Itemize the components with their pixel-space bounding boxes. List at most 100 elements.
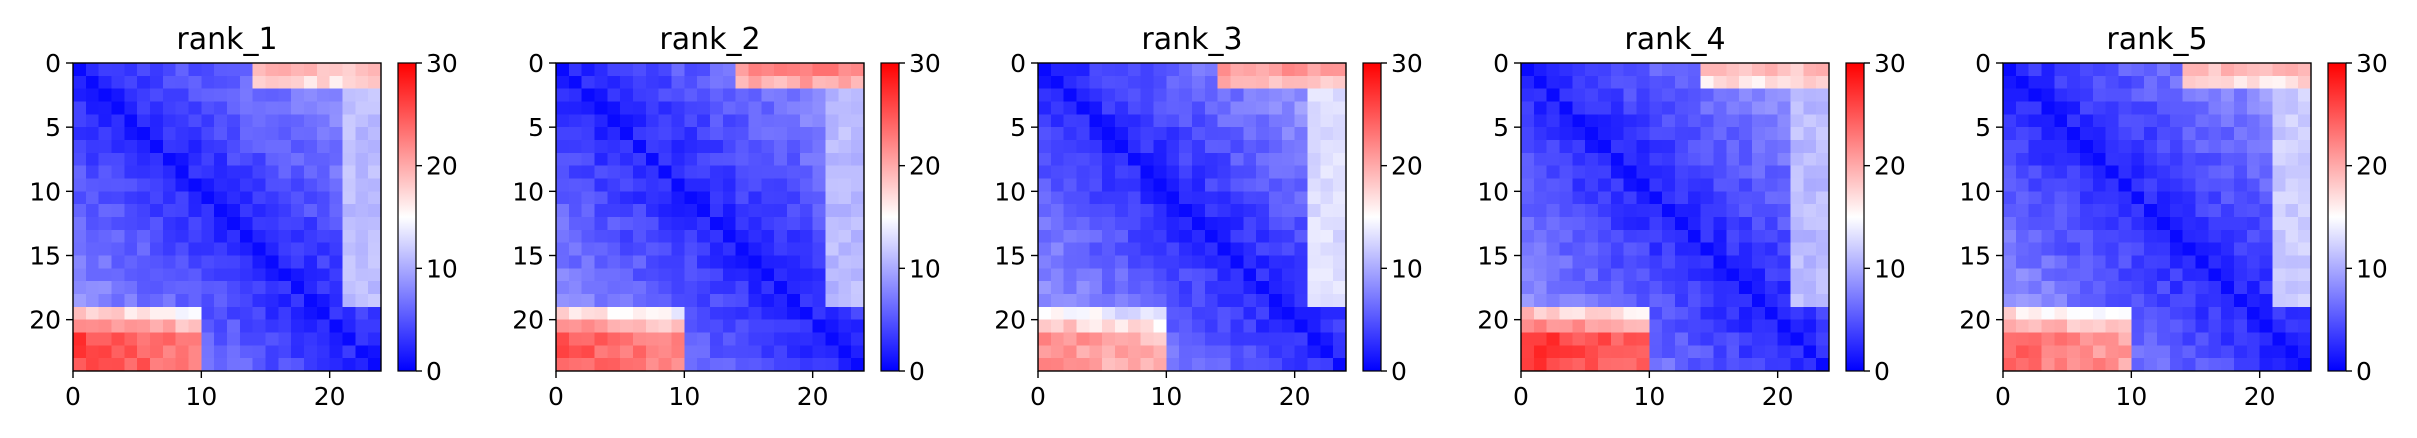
heatmap-cell [1533,319,1548,333]
heatmap-cell [316,217,331,231]
y-tick-label: 5 [528,113,544,142]
heatmap-cell [304,217,318,231]
heatmap-cell [799,63,814,77]
heatmap-cell [2054,140,2068,154]
heatmap-cell [265,191,279,205]
heatmap-cell [1320,165,1334,179]
heatmap-cell [2272,217,2286,231]
heatmap-cell [1230,127,1244,141]
heatmap-cell [1153,191,1167,205]
heatmap-cell [1127,75,1142,90]
heatmap-cell [111,140,125,154]
heatmap-cell [568,101,583,115]
heatmap-cell [355,281,369,295]
heatmap-cell [1752,101,1766,115]
heatmap-cell [252,217,266,231]
heatmap-cell [1687,345,1702,359]
heatmap-cell [581,268,595,282]
heatmap-cell [239,114,254,128]
heatmap-cell [787,294,801,308]
heatmap-cell [1256,268,1270,282]
heatmap-cell [1610,332,1625,346]
heatmap-cell [620,88,634,102]
heatmap-cell [150,204,164,218]
heatmap-cell [1662,255,1676,269]
heatmap-cell [684,319,698,333]
heatmap-cell [1636,281,1650,295]
heatmap-cell [1089,229,1103,244]
y-tick-label: 0 [1975,49,1991,78]
heatmap-cell [1050,88,1065,102]
heatmap-cell [2080,358,2094,372]
heatmap-cell [620,114,634,128]
heatmap-cell [137,229,151,244]
heatmap-cell [252,294,266,308]
heatmap-cell [1294,255,1308,269]
heatmap-cell [278,217,292,231]
heatmap-cell [137,114,151,128]
heatmap-cell [710,140,724,154]
heatmap-cell [774,165,788,179]
heatmap-cell [252,358,266,372]
heatmap-cell [227,101,241,115]
heatmap-cell [1521,306,1535,321]
heatmap-cell [175,152,189,167]
heatmap-cell [201,294,215,308]
heatmap-cell [85,88,100,102]
heatmap-cell [201,88,215,102]
heatmap-cell [1521,88,1535,102]
heatmap-cell [645,165,660,179]
heatmap-cell [73,140,87,154]
heatmap-cell [1192,306,1206,321]
heatmap-cell [124,88,138,102]
heatmap-cell [1521,268,1535,282]
heatmap-cell [1140,306,1154,321]
heatmap-cell [671,345,685,359]
heatmap-cell [761,75,775,90]
colorbar-tick-label: 20 [2356,152,2388,181]
heatmap-cell [1127,217,1142,231]
heatmap-cell [1307,242,1321,256]
heatmap-cell [73,281,87,295]
heatmap-cell [2092,191,2107,205]
heatmap-cell [1230,114,1244,128]
heatmap-cell [1269,114,1283,128]
heatmap-cell [1533,281,1548,295]
heatmap-cell [2105,191,2119,205]
heatmap-cell [2195,165,2209,179]
heatmap-cell [239,268,254,282]
heatmap-cell [162,140,177,154]
heatmap-cell [1816,140,1830,154]
heatmap-cell [2272,306,2286,321]
heatmap-cell [722,217,737,231]
heatmap-cell [1269,191,1283,205]
heatmap-cell [368,152,382,167]
heatmap-cell [1816,306,1830,321]
heatmap-cell [1713,140,1727,154]
heatmap-cell [1662,345,1676,359]
heatmap-cell [1675,255,1689,269]
heatmap-cell [1294,306,1308,321]
heatmap-cell [1076,358,1090,372]
heatmap-cell [2144,140,2158,154]
heatmap-cell [799,319,814,333]
heatmap-cell [633,191,647,205]
heatmap-cell [201,217,215,231]
heatmap-cell [748,178,762,192]
heatmap-cell [722,332,737,346]
heatmap-cell [2246,63,2261,77]
heatmap-cell [2015,114,2030,128]
heatmap-cell [1256,63,1270,77]
heatmap-cell [1649,127,1663,141]
heatmap-cell [1333,140,1347,154]
heatmap-cell [1559,88,1573,102]
heatmap-cell [1752,178,1766,192]
heatmap-cell [2157,88,2171,102]
panel-title: rank_2 [659,22,760,57]
heatmap-cell [1700,358,1714,372]
heatmap-cell [85,152,100,167]
heatmap-cell [1521,191,1535,205]
heatmap-cell [175,217,189,231]
heatmap-cell [761,281,775,295]
heatmap-cell [684,217,698,231]
